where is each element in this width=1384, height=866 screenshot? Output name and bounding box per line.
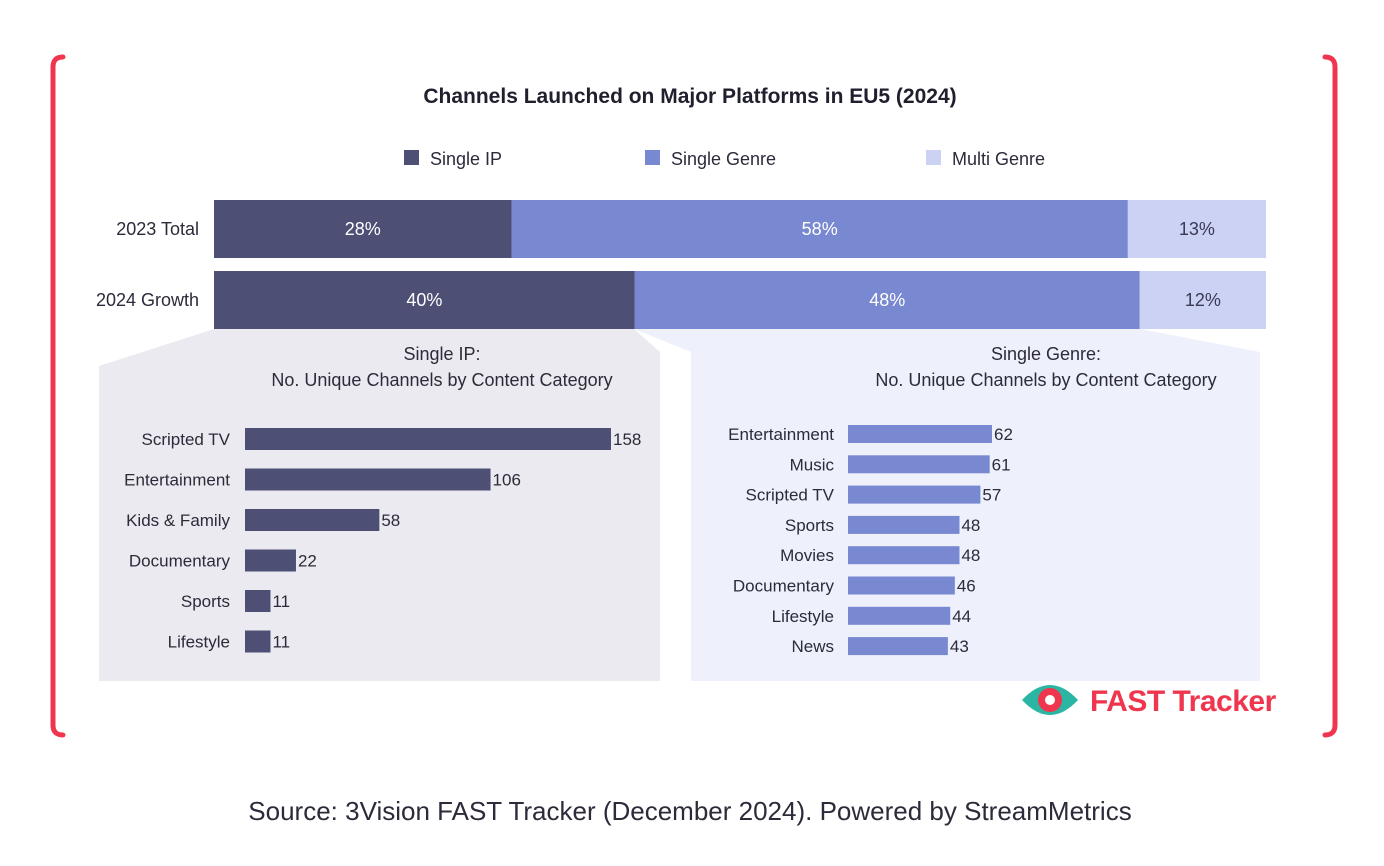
single-ip-panel-subtitle: No. Unique Channels by Content Category	[271, 370, 612, 390]
segment-label-multi-genre-2024-growth: 12%	[1185, 290, 1221, 310]
single-ip-value-sports: 11	[272, 592, 290, 611]
single-ip-value-kids-family: 58	[381, 511, 400, 530]
legend-swatch-single-genre	[645, 150, 660, 165]
single-genre-value-music: 61	[992, 455, 1011, 474]
segment-label-multi-genre-2023-total: 13%	[1179, 219, 1215, 239]
single-ip-value-entertainment: 106	[493, 471, 521, 490]
segment-single-ip-2023-total	[214, 200, 512, 258]
single-ip-category-kids-family: Kids & Family	[126, 511, 230, 530]
single-genre-bar-chart: Entertainment 62 Music 61 Scripted TV 57 Sport…	[728, 425, 1013, 656]
single-genre-bar-entertainment	[848, 425, 992, 443]
single-genre-bar-movies	[848, 546, 960, 565]
single-ip-bar-lifestyle	[245, 630, 271, 653]
single-genre-bar-scripted-tv	[848, 485, 981, 504]
segment-label-single-ip-2024-growth: 40%	[406, 290, 442, 310]
single-genre-bar-lifestyle	[848, 606, 951, 625]
legend-label-multi-genre: Multi Genre	[952, 149, 1045, 169]
legend-swatch-multi-genre	[926, 150, 941, 165]
single-genre-category-sports: Sports	[785, 516, 834, 535]
brand-name: FAST Tracker	[1090, 685, 1277, 718]
single-ip-bar-kids-family	[245, 509, 380, 531]
segment-multi-genre-2024-growth	[1139, 271, 1266, 329]
chart-title: Channels Launched on Major Platforms in …	[423, 85, 956, 108]
source-note: Source: 3Vision FAST Tracker (December 2…	[248, 796, 1131, 826]
single-genre-value-entertainment: 62	[994, 425, 1013, 444]
eye-logo-pupil	[1045, 695, 1055, 705]
legend-label-single-genre: Single Genre	[671, 149, 776, 169]
single-genre-value-sports: 48	[961, 516, 980, 535]
single-genre-category-scripted-tv: Scripted TV	[745, 486, 834, 505]
row-label-2023-total: 2023 Total	[116, 219, 199, 239]
segment-label-single-genre-2024-growth: 48%	[869, 290, 905, 310]
single-genre-category-music: Music	[790, 455, 835, 474]
single-ip-bar-documentary	[245, 549, 296, 572]
single-ip-bar-sports	[245, 590, 271, 612]
single-genre-category-entertainment: Entertainment	[728, 425, 834, 444]
fast-tracker-logo: FAST Tracker	[1022, 685, 1277, 718]
single-genre-value-movies: 48	[961, 546, 980, 565]
single-genre-value-scripted-tv: 57	[982, 486, 1001, 505]
single-genre-value-documentary: 46	[957, 577, 976, 596]
single-ip-bar-entertainment	[245, 468, 491, 491]
single-genre-category-lifestyle: Lifestyle	[772, 607, 834, 626]
single-ip-category-lifestyle: Lifestyle	[168, 633, 230, 652]
single-genre-bar-news	[848, 637, 948, 656]
segment-multi-genre-2023-total	[1127, 200, 1266, 258]
single-genre-bar-music	[848, 455, 990, 474]
row-label-2024-growth: 2024 Growth	[96, 290, 199, 310]
single-ip-category-entertainment: Entertainment	[124, 471, 230, 490]
single-genre-category-documentary: Documentary	[733, 577, 835, 596]
single-genre-category-news: News	[791, 637, 834, 656]
frame-bracket-left	[50, 54, 66, 738]
single-genre-value-lifestyle: 44	[952, 607, 971, 626]
single-ip-value-scripted-tv: 158	[613, 430, 641, 449]
segment-single-genre-2023-total	[511, 200, 1128, 258]
single-ip-panel-title: Single IP:	[403, 344, 480, 364]
single-genre-panel-title: Single Genre:	[991, 344, 1101, 364]
single-genre-value-news: 43	[950, 637, 969, 656]
single-ip-category-documentary: Documentary	[129, 552, 231, 571]
single-ip-category-sports: Sports	[181, 592, 230, 611]
single-ip-panel	[99, 329, 660, 681]
legend: Single IP Single Genre Multi Genre	[404, 149, 1045, 169]
legend-label-single-ip: Single IP	[430, 149, 502, 169]
single-ip-bar-chart: Scripted TV 158 Entertainment 106 Kids & Fam…	[124, 428, 641, 653]
segment-label-single-genre-2023-total: 58%	[802, 219, 838, 239]
single-ip-bar-scripted-tv	[245, 428, 611, 450]
single-genre-category-movies: Movies	[780, 546, 834, 565]
stacked-bar-chart: 2023 Total 28% 58% 13% 2024 Growth 40% 48% 12%	[96, 200, 1266, 329]
legend-swatch-single-ip	[404, 150, 419, 165]
single-ip-value-lifestyle: 11	[272, 633, 290, 652]
single-genre-panel	[634, 329, 1260, 681]
single-genre-bar-documentary	[848, 576, 955, 595]
single-genre-panel-subtitle: No. Unique Channels by Content Category	[875, 370, 1216, 390]
frame-bracket-right	[1322, 54, 1338, 738]
single-ip-value-documentary: 22	[298, 552, 317, 571]
segment-label-single-ip-2023-total: 28%	[345, 219, 381, 239]
single-genre-bar-sports	[848, 515, 960, 534]
single-ip-category-scripted-tv: Scripted TV	[141, 430, 230, 449]
segment-single-genre-2024-growth	[634, 271, 1140, 329]
segment-single-ip-2024-growth	[214, 271, 635, 329]
